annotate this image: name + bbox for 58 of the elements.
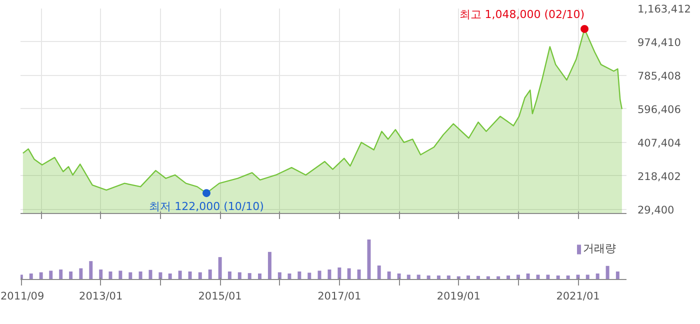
x-tick-label: 2015/01 xyxy=(198,290,242,302)
bar xyxy=(357,270,361,280)
y-tick-label: 29,400 xyxy=(638,204,674,216)
bar xyxy=(108,272,112,280)
bar xyxy=(79,268,83,280)
bar xyxy=(416,274,420,280)
bar xyxy=(248,273,252,280)
x-tick-label: 2019/01 xyxy=(436,290,480,302)
bar xyxy=(586,274,590,280)
bar xyxy=(387,272,391,280)
bar xyxy=(328,270,332,280)
bar xyxy=(596,274,600,280)
bar xyxy=(49,270,53,280)
bar xyxy=(89,261,93,280)
annotation: 최저 122,000 (10/10) xyxy=(149,200,264,214)
legend-label: 거래량 xyxy=(583,241,616,256)
bar xyxy=(308,272,312,280)
bar xyxy=(367,240,371,280)
bar xyxy=(616,272,620,280)
bar xyxy=(268,252,272,280)
bar xyxy=(228,272,232,280)
y-tick-label: 407,404 xyxy=(638,137,682,150)
x-tick-label: 2021/01 xyxy=(556,290,600,302)
bar xyxy=(546,274,550,280)
bar xyxy=(118,270,122,280)
bar xyxy=(178,270,182,280)
bar xyxy=(338,268,342,280)
bar xyxy=(29,274,33,280)
y-tick-label: 596,406 xyxy=(638,104,682,116)
bar xyxy=(208,270,212,280)
bar xyxy=(288,274,292,280)
bar xyxy=(258,274,262,280)
annotation: 최고 1,048,000 (02/10) xyxy=(459,8,585,21)
bar xyxy=(406,274,410,280)
bar xyxy=(218,257,222,280)
bar xyxy=(138,272,142,280)
bar xyxy=(526,274,530,280)
x-tick-label: 2013/01 xyxy=(79,290,123,302)
bar xyxy=(536,274,540,280)
bar xyxy=(377,266,381,280)
y-tick-label: 974,410 xyxy=(638,36,681,49)
bar xyxy=(148,270,152,280)
bar xyxy=(238,272,242,280)
bar xyxy=(128,272,132,280)
y-tick-label: 785,408 xyxy=(638,70,681,82)
bar xyxy=(59,270,63,280)
y-tick-label: 1,163,412 xyxy=(638,4,691,16)
bar xyxy=(298,272,302,280)
bar xyxy=(198,272,202,280)
y-tick-label: 218,402 xyxy=(638,170,681,183)
bar xyxy=(69,272,73,280)
bar xyxy=(99,270,103,280)
bar xyxy=(168,274,172,280)
bar xyxy=(347,268,351,280)
bar xyxy=(39,272,43,280)
x-tick-label: 2011/09 xyxy=(0,290,44,302)
x-tick-label: 2017/01 xyxy=(318,290,362,302)
bar xyxy=(606,266,610,280)
